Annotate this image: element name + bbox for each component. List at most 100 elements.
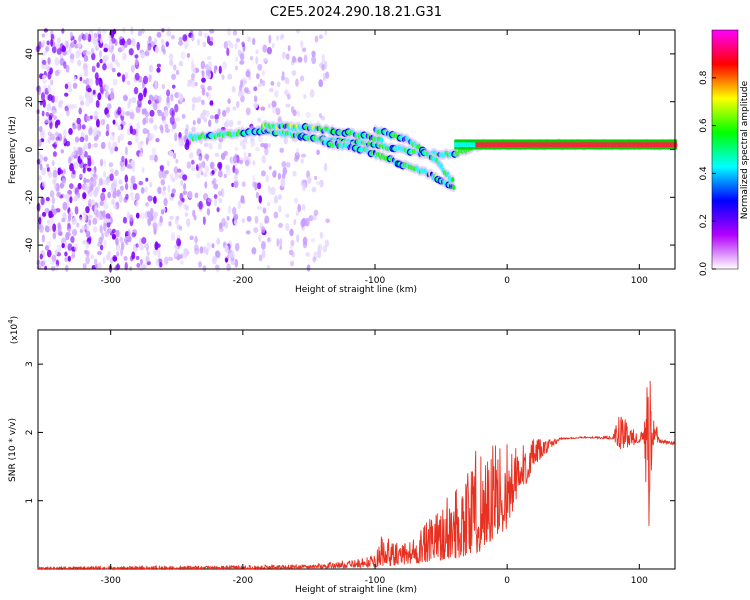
spectrogram-cell	[84, 32, 89, 41]
spectrogram-cell	[129, 192, 134, 198]
spectrogram-cell	[194, 81, 198, 87]
spectrogram-cell	[198, 162, 202, 169]
spectrogram-cell	[47, 71, 52, 80]
spectrogram-cell	[173, 152, 177, 160]
spectrogram-cell	[36, 115, 41, 122]
spectrogram-cell	[130, 159, 136, 167]
spectrogram-cell	[641, 142, 645, 148]
spectrogram-cell	[189, 235, 194, 241]
spectrogram-cell	[147, 99, 152, 105]
spectrogram-cell	[93, 173, 99, 180]
spectrogram-cell	[87, 142, 92, 150]
spectrogram-cell	[115, 237, 119, 246]
spectrogram-cell	[93, 127, 98, 136]
spectrogram-cell	[41, 51, 47, 57]
spectrogram-cell	[111, 67, 116, 73]
spectrogram-cell	[100, 38, 103, 44]
spectrogram-cell	[121, 74, 126, 83]
spectrogram-cell	[37, 175, 42, 181]
spectrogram-cell	[186, 52, 191, 59]
spectrogram-strong-band	[454, 139, 678, 150]
spectrogram-cell	[201, 99, 205, 106]
spectrogram-cell	[255, 146, 260, 152]
spectrogram-cell	[201, 111, 206, 119]
spectrogram-cell	[218, 197, 223, 204]
spectrogram-cell	[111, 131, 115, 136]
spectrogram-cell	[235, 154, 240, 164]
spectrogram-cell	[582, 142, 585, 148]
spectrogram-cell	[193, 215, 197, 221]
spectrogram-cell	[64, 264, 69, 273]
spectrogram-cell	[273, 211, 279, 219]
spectrogram-cell	[643, 142, 646, 148]
spectrogram-cell	[139, 140, 144, 145]
spectrogram-cell	[144, 51, 150, 56]
spectrogram-cell	[669, 142, 672, 148]
spectrogram-cell	[92, 217, 98, 225]
spectrogram-cell	[127, 229, 131, 238]
spectrogram-cell	[71, 216, 77, 225]
spectrogram-cell	[644, 142, 647, 148]
spectrogram-cell	[87, 214, 93, 219]
spectrogram-cell	[525, 142, 528, 148]
spectrogram-cell	[100, 192, 106, 202]
spectrogram-cell	[119, 236, 124, 243]
spectrogram-cell	[101, 187, 106, 193]
spectrogram-cell	[258, 82, 263, 88]
spectrogram-cell	[64, 251, 68, 257]
spectrogram-cell	[134, 135, 139, 143]
spectrogram-cell	[178, 60, 184, 67]
spectrogram-cell	[475, 142, 478, 148]
spectrogram-cell	[300, 40, 304, 49]
spectrogram-cell	[312, 256, 317, 263]
spectrogram-cell	[610, 142, 613, 148]
spectrogram-cell	[140, 52, 145, 59]
spectrogram-cell	[98, 177, 103, 186]
spectrogram-cell	[75, 50, 81, 59]
spectrogram-cell	[285, 103, 291, 108]
spectrogram-cell	[258, 195, 262, 204]
spectrogram-cell	[207, 85, 212, 91]
spectrogram-cell	[142, 118, 146, 126]
spectrogram-cell	[289, 228, 294, 237]
spectrogram-cell	[192, 64, 197, 73]
spectrogram-cell	[265, 174, 270, 183]
spectrogram-cell	[171, 73, 177, 80]
spectrogram-cell	[303, 54, 308, 64]
spectrogram-cell	[131, 96, 137, 104]
spectrogram-cell	[222, 61, 227, 70]
spectrogram-cell	[95, 100, 100, 108]
spectrogram-cell	[163, 256, 169, 265]
spectrogram-cell	[79, 76, 83, 82]
spectrogram-cell	[125, 193, 129, 200]
spectrogram-cell	[86, 155, 92, 161]
spectrogram-cell	[226, 40, 232, 45]
spectrogram-cell	[234, 173, 238, 183]
spectrogram-cell	[311, 55, 317, 65]
spectrogram-cell	[72, 169, 76, 175]
spectrogram-cell	[225, 106, 231, 114]
spectrogram-cell	[541, 142, 544, 148]
spectrogram-cell	[112, 204, 118, 209]
spectrogram-cell	[319, 179, 324, 188]
x-tick-label: -300	[100, 576, 121, 586]
spectrogram-cell	[595, 142, 598, 148]
spectrogram-cell	[82, 167, 86, 174]
spectrogram-cell	[117, 135, 121, 144]
spectrogram-cell	[232, 155, 237, 164]
spectrogram-cell	[597, 142, 600, 148]
spectrogram-cell	[325, 71, 330, 79]
spectrogram-cell	[47, 94, 53, 101]
spectrogram-cell	[52, 209, 58, 215]
spectrogram-cell	[295, 78, 299, 87]
spectrogram-cell	[188, 152, 194, 159]
spectrogram-cell	[143, 243, 148, 249]
spectrogram-cell	[261, 249, 266, 259]
spectrogram-y-ticks: -40 -20 0 20 40	[25, 48, 675, 252]
spectrogram-cell	[136, 121, 140, 131]
spectrogram-cell	[675, 142, 678, 148]
spectrogram-cell	[44, 207, 50, 214]
spectrogram-cell	[87, 87, 92, 93]
spectrogram-cell	[253, 227, 259, 233]
spectrogram-cell	[39, 253, 43, 260]
